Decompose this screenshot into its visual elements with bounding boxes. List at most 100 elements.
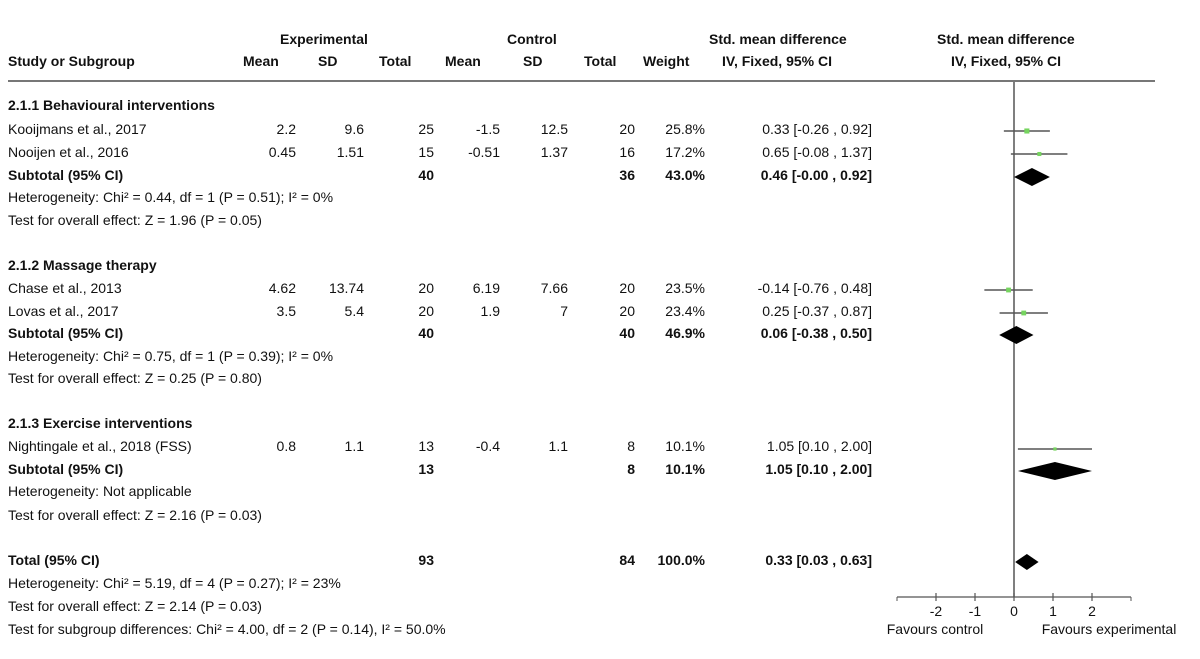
study-point xyxy=(1037,151,1042,157)
study-name: Kooijmans et al., 2017 xyxy=(8,121,147,137)
overall-effect-text: Test for overall effect: Z = 1.96 (P = 0… xyxy=(8,212,262,228)
total-weight: 100.0% xyxy=(657,552,705,568)
exp-mean: 0.45 xyxy=(268,144,296,160)
exp-sd: 13.74 xyxy=(328,280,364,296)
weight: 25.8% xyxy=(665,121,705,137)
smd-ci: 0.25 [-0.37 , 0.87] xyxy=(762,303,872,319)
exp-total: 13 xyxy=(418,438,434,454)
subtotal-ctrl-total: 8 xyxy=(627,461,635,477)
smd-ci: 1.05 [0.10 , 2.00] xyxy=(766,438,872,454)
subtotal-exp-total: 40 xyxy=(418,167,434,183)
exp-sd-header: SD xyxy=(318,53,338,69)
subtotal-ctrl-total: 36 xyxy=(619,167,635,183)
ctrl-total: 20 xyxy=(619,303,635,319)
subtotal-label: Subtotal (95% CI) xyxy=(8,461,124,477)
study-point xyxy=(1006,287,1011,293)
subtotal-weight: 46.9% xyxy=(665,325,705,341)
total-label: Total (95% CI) xyxy=(8,552,100,568)
weight: 17.2% xyxy=(665,144,705,160)
exp-sd: 1.1 xyxy=(344,438,364,454)
ctrl-sd: 12.5 xyxy=(540,121,568,137)
smd-ci: 0.65 [-0.08 , 1.37] xyxy=(762,144,872,160)
favours-control-label: Favours control xyxy=(886,621,984,637)
weight-header: Weight xyxy=(643,53,690,69)
ctrl-mean: -0.51 xyxy=(468,144,500,160)
x-tick-label: -2 xyxy=(930,603,943,619)
subtotal-label: Subtotal (95% CI) xyxy=(8,167,124,183)
exp-mean-header: Mean xyxy=(243,53,279,69)
experimental-group-header: Experimental xyxy=(280,31,368,47)
exp-sd: 1.51 xyxy=(336,144,364,160)
exp-sd: 9.6 xyxy=(344,121,364,137)
subgroup-title: 2.1.3 Exercise interventions xyxy=(8,415,193,431)
summary-diamond xyxy=(999,326,1034,344)
exp-sd: 5.4 xyxy=(344,303,364,319)
weight: 10.1% xyxy=(665,438,705,454)
exp-total: 25 xyxy=(418,121,434,137)
ctrl-sd: 7 xyxy=(560,303,568,319)
plot-column-title: Std. mean difference xyxy=(937,31,1075,47)
total-overall-effect-text: Test for overall effect: Z = 2.14 (P = 0… xyxy=(8,598,262,614)
smd-column-title: Std. mean difference xyxy=(709,31,847,47)
exp-total: 20 xyxy=(418,303,434,319)
subtotal-exp-total: 13 xyxy=(418,461,434,477)
weight: 23.5% xyxy=(665,280,705,296)
ctrl-total: 20 xyxy=(619,280,635,296)
x-tick-label: -1 xyxy=(969,603,982,619)
study-point xyxy=(1053,447,1057,451)
smd-column-subtitle: IV, Fixed, 95% CI xyxy=(722,53,832,69)
study-name: Nightingale et al., 2018 (FSS) xyxy=(8,438,192,454)
total-exp-total: 93 xyxy=(418,552,434,568)
heterogeneity-text: Heterogeneity: Chi² = 0.75, df = 1 (P = … xyxy=(8,348,334,364)
exp-mean: 3.5 xyxy=(276,303,296,319)
ctrl-total: 16 xyxy=(619,144,635,160)
subtotal-weight: 10.1% xyxy=(665,461,705,477)
x-tick-label: 2 xyxy=(1088,603,1096,619)
study-point xyxy=(1021,310,1027,316)
study-name: Nooijen et al., 2016 xyxy=(8,144,129,160)
smd-ci: 0.33 [-0.26 , 0.92] xyxy=(762,121,872,137)
favours-experimental-label: Favours experimental xyxy=(1041,621,1177,637)
weight: 23.4% xyxy=(665,303,705,319)
subgroup-title: 2.1.2 Massage therapy xyxy=(8,257,157,273)
subtotal-ci: 0.06 [-0.38 , 0.50] xyxy=(760,325,872,341)
subtotal-ctrl-total: 40 xyxy=(619,325,635,341)
ctrl-mean: -0.4 xyxy=(475,438,500,454)
ctrl-total: 20 xyxy=(619,121,635,137)
ctrl-total: 8 xyxy=(627,438,635,454)
subtotal-ci: 1.05 [0.10 , 2.00] xyxy=(765,461,872,477)
ctrl-mean-header: Mean xyxy=(445,53,481,69)
summary-diamond xyxy=(1015,554,1039,570)
subgroup-differences-text: Test for subgroup differences: Chi² = 4.… xyxy=(8,621,446,637)
study-column-header: Study or Subgroup xyxy=(8,53,135,69)
ctrl-sd: 1.37 xyxy=(540,144,568,160)
total-ctrl-total: 84 xyxy=(619,552,635,568)
heterogeneity-text: Heterogeneity: Not applicable xyxy=(8,483,192,499)
smd-ci: -0.14 [-0.76 , 0.48] xyxy=(757,280,872,296)
ctrl-total-header: Total xyxy=(584,53,617,69)
study-point xyxy=(1024,128,1030,134)
ctrl-sd: 7.66 xyxy=(540,280,568,296)
ctrl-mean: -1.5 xyxy=(475,121,500,137)
exp-mean: 4.62 xyxy=(268,280,296,296)
ctrl-sd-header: SD xyxy=(523,53,543,69)
exp-mean: 2.2 xyxy=(276,121,296,137)
exp-mean: 0.8 xyxy=(276,438,296,454)
exp-total-header: Total xyxy=(379,53,412,69)
total-ci: 0.33 [0.03 , 0.63] xyxy=(765,552,872,568)
x-tick-label: 1 xyxy=(1049,603,1057,619)
total-heterogeneity-text: Heterogeneity: Chi² = 5.19, df = 4 (P = … xyxy=(8,575,341,591)
summary-diamond xyxy=(1014,168,1050,186)
subtotal-exp-total: 40 xyxy=(418,325,434,341)
subtotal-ci: 0.46 [-0.00 , 0.92] xyxy=(760,167,872,183)
study-name: Lovas et al., 2017 xyxy=(8,303,119,319)
overall-effect-text: Test for overall effect: Z = 0.25 (P = 0… xyxy=(8,370,262,386)
heterogeneity-text: Heterogeneity: Chi² = 0.44, df = 1 (P = … xyxy=(8,189,334,205)
subgroup-title: 2.1.1 Behavioural interventions xyxy=(8,97,215,113)
exp-total: 15 xyxy=(418,144,434,160)
summary-diamond xyxy=(1017,462,1092,480)
ctrl-mean: 1.9 xyxy=(480,303,500,319)
ctrl-sd: 1.1 xyxy=(548,438,568,454)
ctrl-mean: 6.19 xyxy=(472,280,500,296)
